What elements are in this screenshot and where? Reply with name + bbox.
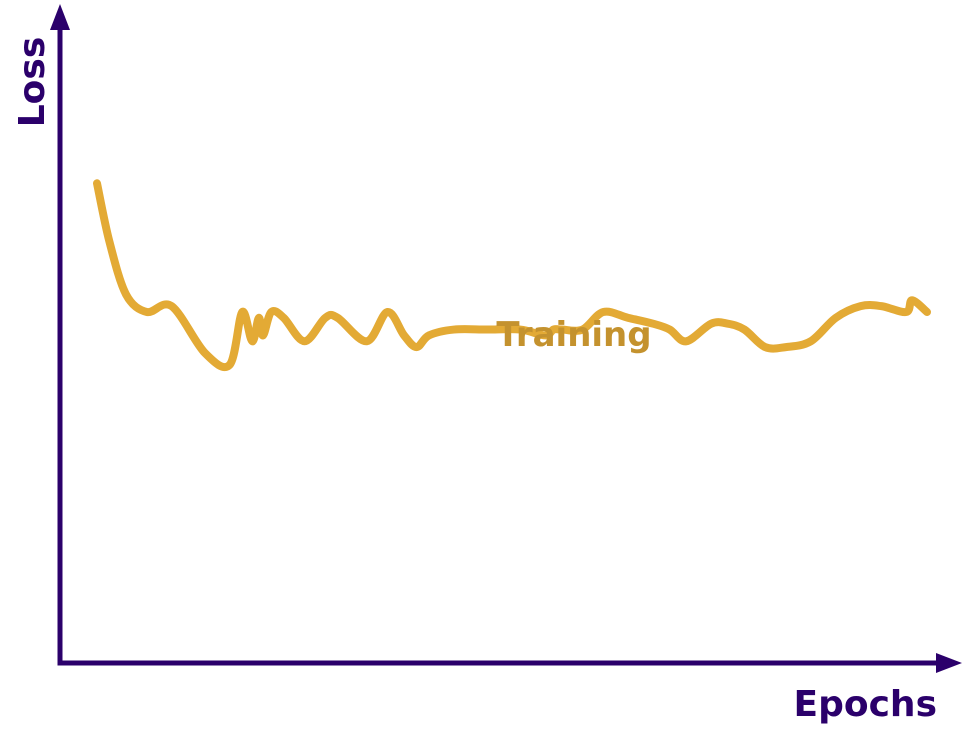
y-axis — [50, 4, 70, 666]
x-axis-arrow-icon — [936, 653, 962, 673]
x-axis — [57, 653, 962, 673]
x-axis-label: Epochs — [794, 684, 938, 725]
series-layer — [93, 179, 931, 371]
series-label-training: Training — [496, 315, 651, 355]
y-axis-label: Loss — [12, 37, 53, 128]
y-axis-arrow-icon — [50, 4, 70, 30]
series-line-training — [93, 179, 931, 371]
